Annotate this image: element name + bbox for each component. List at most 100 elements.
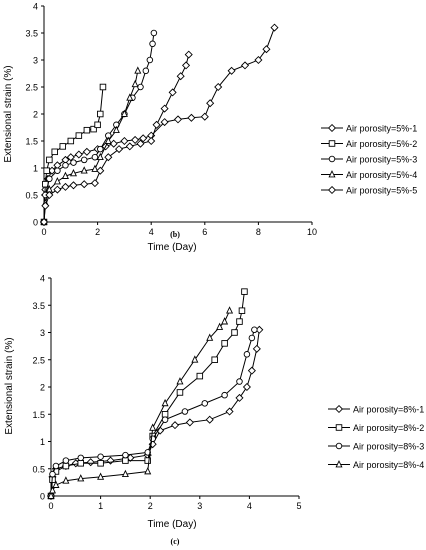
- data-point: [211, 356, 218, 364]
- y-tick-label: 1.5: [32, 410, 45, 420]
- data-point: [125, 142, 134, 151]
- y-tick-label: 2: [33, 110, 38, 120]
- panel-caption: (b): [170, 230, 180, 239]
- legend-label: Air porosity=5%-3: [346, 154, 417, 164]
- data-point: [53, 177, 61, 185]
- legend-marker: [328, 140, 336, 147]
- y-tick-label: 0: [40, 492, 45, 502]
- data-point: [49, 470, 56, 478]
- y-tick-label: 3: [33, 56, 38, 66]
- data-point: [51, 148, 58, 156]
- data-point: [241, 288, 248, 295]
- data-point: [77, 460, 85, 467]
- data-point: [97, 472, 105, 480]
- legend-marker: [327, 185, 337, 195]
- data-point: [80, 166, 88, 174]
- data-point: [99, 83, 107, 91]
- data-point: [43, 167, 50, 174]
- data-point: [149, 423, 157, 431]
- data-point: [181, 408, 189, 415]
- data-point: [187, 113, 196, 122]
- data-point: [52, 480, 60, 488]
- x-axis-label: Time (Day): [147, 519, 196, 530]
- legend-item: Air porosity=5%-1: [321, 123, 417, 133]
- data-point: [109, 139, 118, 148]
- data-point: [160, 104, 169, 113]
- data-point: [149, 435, 156, 443]
- data-point: [134, 66, 142, 74]
- data-point: [97, 453, 104, 461]
- data-point: [243, 351, 251, 358]
- data-point: [251, 326, 258, 334]
- series-3: [47, 326, 258, 500]
- data-point: [86, 458, 95, 467]
- data-point: [96, 152, 104, 161]
- data-point: [80, 156, 88, 164]
- data-point: [201, 400, 209, 407]
- series-3: [40, 29, 158, 226]
- y-tick-label: 1.5: [25, 137, 38, 147]
- data-point: [77, 454, 85, 462]
- data-point: [247, 366, 256, 375]
- data-point: [75, 132, 83, 139]
- data-point: [270, 23, 279, 32]
- chart-panel-2: 0 0.5 1 1.5 2 2.5 3 3.5 4 0 1 2 3 4 5 Time (Day) Extensi…: [4, 274, 424, 547]
- data-point: [91, 164, 99, 172]
- legend-marker: [328, 170, 336, 178]
- data-point: [120, 136, 129, 146]
- legend-item: Air porosity=5%-3: [321, 154, 417, 164]
- x-axis-label: Time (Day): [147, 242, 196, 253]
- legend-label: Air porosity=8%-2: [353, 423, 424, 433]
- legend-item: Air porosity=8%-2: [328, 423, 424, 433]
- data-point: [62, 457, 70, 464]
- panel-caption: (c): [171, 537, 180, 546]
- data-point: [248, 334, 256, 342]
- legend-label: Air porosity=8%-1: [353, 404, 424, 414]
- data-point: [236, 378, 243, 385]
- data-point: [62, 462, 70, 470]
- x-tick-label: 4: [149, 227, 154, 237]
- data-point: [221, 340, 228, 347]
- series-4: [40, 66, 142, 225]
- legend: Air porosity=8%-1 Air porosity=8%-2 Air po…: [328, 404, 424, 470]
- data-point: [120, 109, 128, 117]
- x-tick-label: 8: [256, 227, 261, 237]
- data-point: [115, 145, 124, 154]
- x-tick-label: 10: [307, 227, 317, 237]
- data-point: [144, 457, 151, 464]
- data-point: [160, 118, 169, 127]
- y-tick-label: 0: [33, 218, 38, 228]
- data-point: [90, 179, 99, 188]
- data-point: [97, 460, 104, 467]
- series-5: [39, 50, 193, 227]
- data-point: [152, 120, 161, 129]
- data-point: [48, 486, 57, 494]
- data-point: [147, 136, 156, 146]
- data-point: [59, 143, 67, 150]
- series-4: [47, 306, 234, 499]
- data-point: [168, 88, 177, 97]
- series-line: [43, 54, 190, 223]
- data-point: [196, 372, 204, 380]
- data-point: [126, 93, 134, 101]
- legend-item: Air porosity=8%-3: [328, 441, 424, 451]
- legend-item: Air porosity=8%-1: [328, 404, 424, 414]
- data-point: [221, 391, 228, 399]
- legend-marker: [335, 424, 343, 431]
- legend-label: Air porosity=5%-1: [346, 123, 417, 133]
- y-tick-label: 1: [40, 437, 45, 447]
- data-point: [74, 150, 83, 159]
- data-point: [52, 462, 60, 470]
- y-tick-label: 0.5: [32, 464, 45, 474]
- data-point: [97, 110, 104, 118]
- data-point: [226, 306, 234, 314]
- data-point: [122, 457, 129, 464]
- x-tick-label: 0: [48, 501, 53, 511]
- data-point: [254, 55, 263, 65]
- data-point: [131, 135, 140, 144]
- legend-item: Air porosity=5%-2: [321, 139, 417, 149]
- data-point: [46, 175, 53, 183]
- data-point: [90, 125, 97, 133]
- y-tick-label: 2.5: [25, 83, 38, 93]
